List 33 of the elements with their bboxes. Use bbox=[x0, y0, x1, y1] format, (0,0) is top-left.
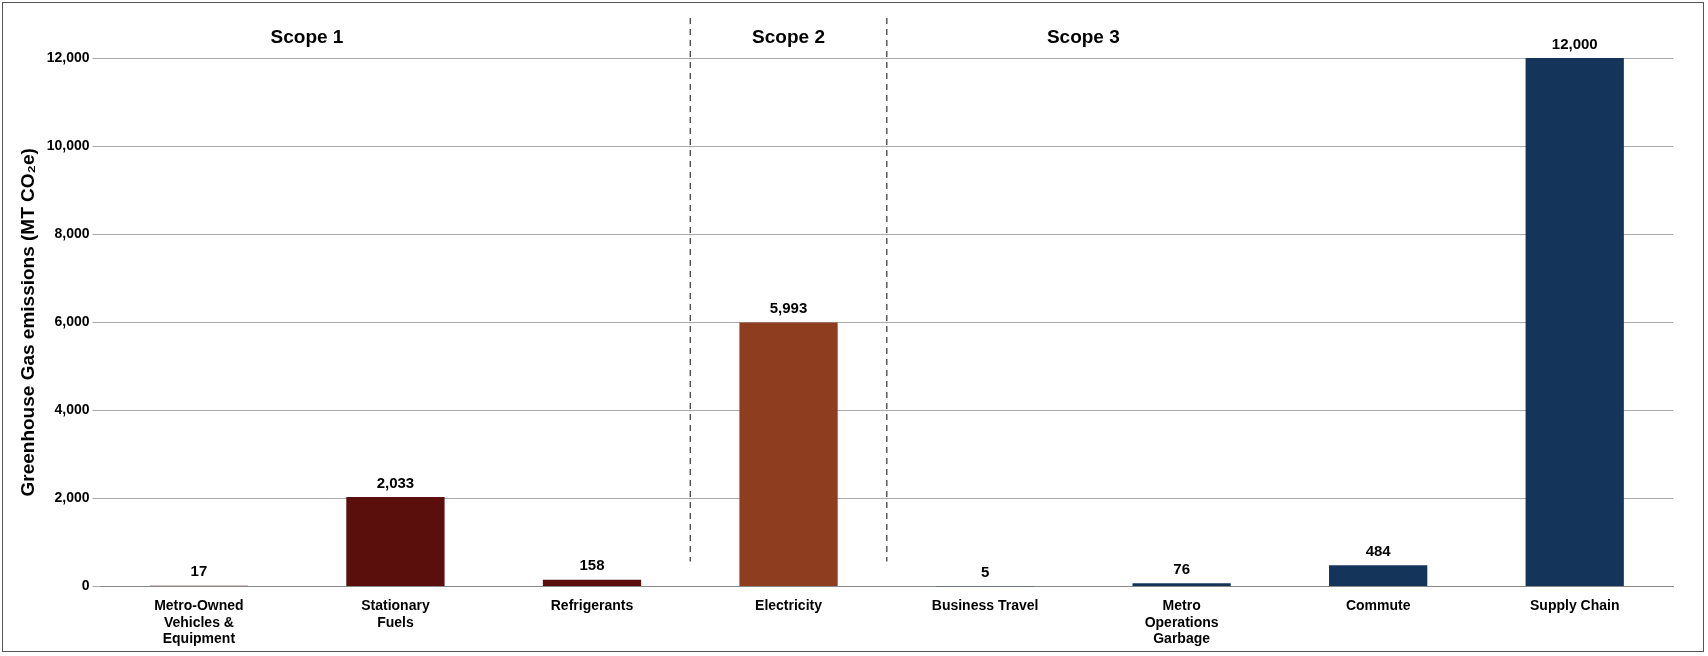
bar bbox=[346, 497, 445, 587]
bar bbox=[1525, 58, 1624, 587]
bar bbox=[542, 579, 642, 587]
y-tick-label: 8,000 bbox=[54, 225, 90, 242]
data-label: 158 bbox=[579, 556, 605, 574]
text: Scope 2 bbox=[752, 26, 825, 48]
text: Scope 1 bbox=[270, 26, 344, 48]
y-tick-label: 12,000 bbox=[46, 48, 90, 65]
data-label: 484 bbox=[1365, 541, 1392, 559]
bar bbox=[1329, 565, 1428, 587]
data-label: 76 bbox=[1173, 559, 1190, 577]
x-tick-label: Business Travel bbox=[931, 596, 1039, 613]
bar bbox=[1132, 583, 1231, 587]
y-tick-label: 6,000 bbox=[54, 313, 90, 330]
bar bbox=[739, 322, 838, 587]
data-label: 5 bbox=[980, 563, 990, 581]
y-axis-title: Greenhouse Gas emissions (MT CO₂e) bbox=[16, 148, 38, 497]
y-tick-label: 0 bbox=[81, 577, 90, 594]
x-tick-label: Stationary Fuels bbox=[361, 596, 430, 630]
x-tick-label: Refrigerants bbox=[550, 596, 634, 613]
x-tick-label: Commute bbox=[1345, 596, 1411, 613]
x-tick-label: Metro Operations Garbage bbox=[1144, 596, 1219, 647]
data-label: 2,033 bbox=[376, 473, 415, 491]
y-tick-label: 10,000 bbox=[46, 136, 90, 153]
text: Scope 3 bbox=[1046, 26, 1120, 48]
x-tick-label: Electricity bbox=[755, 596, 823, 613]
data-label: 12,000 bbox=[1551, 34, 1598, 52]
x-tick-label: Supply Chain bbox=[1530, 596, 1620, 613]
y-tick-label: 4,000 bbox=[54, 401, 90, 418]
data-label: 17 bbox=[190, 562, 208, 580]
y-tick-label: 2,000 bbox=[54, 489, 90, 506]
data-label: 5,993 bbox=[769, 299, 808, 317]
x-tick-label: Metro-Owned Vehicles & Equipment bbox=[154, 596, 244, 647]
